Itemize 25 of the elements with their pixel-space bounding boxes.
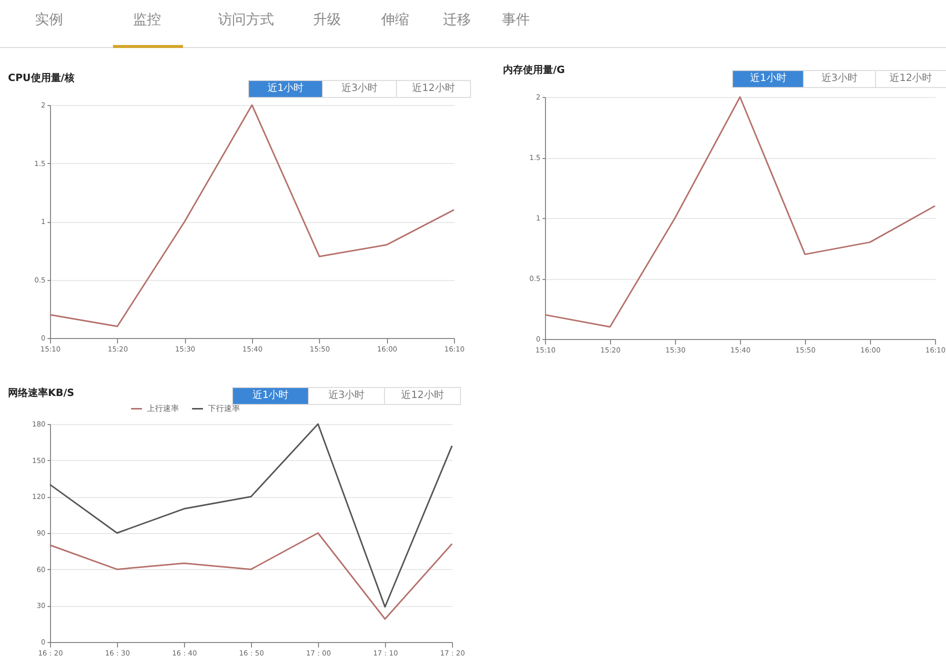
- chart-title: 内存使用量/G: [503, 64, 565, 76]
- text: 伸缩: [381, 11, 409, 29]
- text: 访问方式: [218, 11, 274, 29]
- legend-label: 上行速率: [147, 404, 179, 413]
- line-series: [544, 96, 936, 328]
- text: 近12小时: [396, 81, 470, 97]
- text: 近1小时: [233, 388, 308, 404]
- text: 近1小时: [249, 81, 322, 97]
- text: 实例: [35, 11, 63, 29]
- text: 迁移: [443, 11, 471, 29]
- text: 近1小时: [733, 71, 804, 87]
- text: 监控: [133, 11, 161, 29]
- text: 近3小时: [322, 81, 396, 97]
- line-series: [49, 104, 455, 328]
- legend-label: 下行速率: [208, 404, 240, 413]
- text: 近12小时: [874, 71, 946, 87]
- line-series: [49, 423, 453, 608]
- text: 近12小时: [384, 388, 460, 404]
- text: 事件: [502, 11, 530, 29]
- chart-title: 网络速率KB/S: [8, 387, 74, 399]
- text: 近3小时: [803, 71, 875, 87]
- line-series: [49, 532, 453, 620]
- text: 近3小时: [308, 388, 384, 404]
- chart-title: CPU使用量/核: [8, 72, 74, 84]
- text: 升级: [313, 11, 341, 29]
